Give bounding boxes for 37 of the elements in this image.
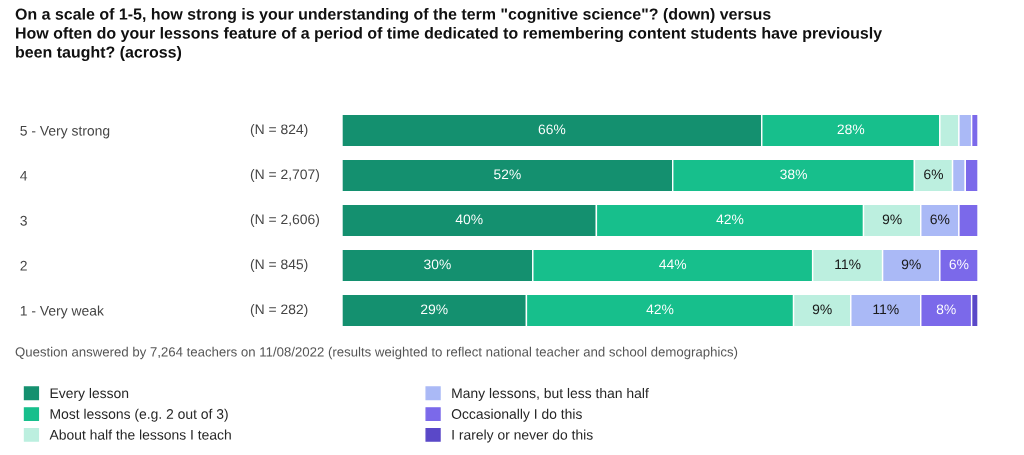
data-label: 40% — [455, 214, 483, 225]
y2-tick-label: (N = 845) — [250, 259, 308, 272]
legend-label: Every lesson — [50, 387, 129, 401]
y-tick-label: 5 - Very strong — [20, 125, 110, 139]
data-label: 52% — [494, 169, 521, 180]
legend-label: Many lessons, but less than half — [452, 387, 649, 401]
data-label: 6% — [930, 214, 950, 225]
legend-label: I rarely or never do this — [452, 429, 593, 443]
data-label: 9% — [901, 259, 921, 270]
chart-title: On a scale of 1-5, how strong is your understanding of the term "cognitive science"? (down) versus How often do your lessons feature of a period of time dedicated to remembering content students have previously been taught? (across) — [15, 8, 882, 61]
data-label: 30% — [424, 259, 451, 270]
data-label: 11% — [835, 259, 861, 270]
legend-label: Occasionally I do this — [451, 408, 582, 422]
data-label: 9% — [812, 304, 832, 315]
data-label: 42% — [716, 214, 744, 225]
legend-label: About half the lessons I teach — [49, 429, 231, 440]
data-label: 8% — [936, 304, 956, 315]
y-tick-label: 4 — [20, 170, 28, 181]
y2-tick-label: (N = 824) — [250, 124, 308, 137]
y-tick-label: 3 — [20, 215, 27, 226]
data-label: 9% — [882, 214, 902, 225]
data-label: 44% — [659, 259, 687, 270]
legend-label: Most lessons (e.g. 2 out of 3) — [50, 408, 228, 422]
data-label: 42% — [646, 304, 674, 315]
y-tick-label: 1 - Very weak — [20, 305, 104, 319]
data-label: 6% — [924, 169, 944, 180]
data-label: 66% — [538, 124, 566, 135]
data-label: 6% — [949, 259, 969, 270]
y2-tick-label: (N = 2,707) — [250, 169, 319, 182]
data-label: 29% — [421, 304, 448, 315]
data-label: 28% — [837, 124, 865, 135]
y2-tick-label: (N = 282) — [250, 304, 308, 317]
data-label: 11% — [873, 304, 899, 315]
y2-tick-label: (N = 2,606) — [250, 214, 319, 227]
y-tick-label: 2 — [20, 260, 27, 271]
text: Question answered by 7,264 teachers on 11/08/2022 (results weighted to reflect national teacher and school demographics) — [15, 346, 738, 360]
data-label: 38% — [780, 169, 807, 180]
